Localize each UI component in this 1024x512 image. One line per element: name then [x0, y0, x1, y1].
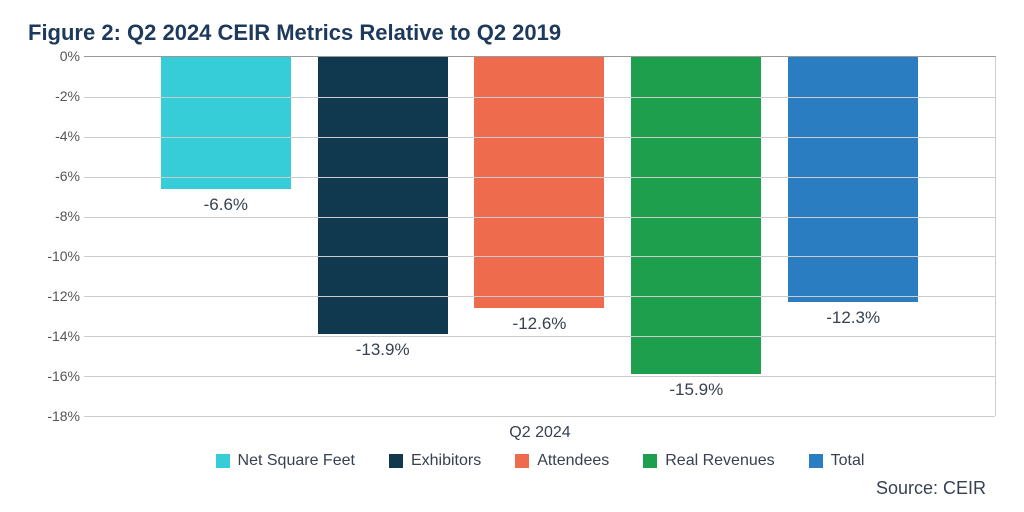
legend-item: Exhibitors — [389, 452, 481, 470]
y-tick-label: -16% — [47, 368, 80, 384]
gridline — [84, 256, 995, 257]
bar-rect — [474, 57, 604, 308]
bars-group: -6.6%-13.9%-12.6%-15.9%-12.3% — [134, 57, 945, 416]
legend-label: Net Square Feet — [238, 452, 355, 470]
legend-label: Exhibitors — [411, 452, 481, 470]
y-axis: 0%-2%-4%-6%-8%-10%-12%-14%-16%-18% — [28, 56, 84, 416]
gridline — [84, 217, 995, 218]
chart-container: Figure 2: Q2 2024 CEIR Metrics Relative … — [0, 0, 1024, 512]
legend-swatch — [643, 454, 657, 468]
bar-total: -12.3% — [788, 57, 918, 416]
gridline — [84, 416, 995, 417]
chart-area: 0%-2%-4%-6%-8%-10%-12%-14%-16%-18% -6.6%… — [28, 56, 996, 416]
bar-rect — [788, 57, 918, 302]
bar-value-label: -12.3% — [723, 308, 983, 328]
y-tick-label: -6% — [55, 168, 80, 184]
y-tick-label: -4% — [55, 128, 80, 144]
y-tick-label: -12% — [47, 288, 80, 304]
bar-attendees: -12.6% — [474, 57, 604, 416]
bar-net-square-feet: -6.6% — [161, 57, 291, 416]
gridline — [84, 376, 995, 377]
gridline — [84, 177, 995, 178]
gridline — [84, 296, 995, 297]
legend-swatch — [515, 454, 529, 468]
bar-rect — [318, 57, 448, 334]
gridline — [84, 137, 995, 138]
bar-real-revenues: -15.9% — [631, 57, 761, 416]
y-tick-label: 0% — [60, 48, 80, 64]
y-tick-label: -2% — [55, 88, 80, 104]
y-tick-label: -8% — [55, 208, 80, 224]
legend-item: Attendees — [515, 452, 609, 470]
gridline — [84, 336, 995, 337]
x-axis-label: Q2 2024 — [28, 424, 996, 442]
legend-swatch — [809, 454, 823, 468]
y-tick-label: -10% — [47, 248, 80, 264]
legend-item: Real Revenues — [643, 452, 774, 470]
chart-title: Figure 2: Q2 2024 CEIR Metrics Relative … — [28, 20, 996, 46]
legend-swatch — [216, 454, 230, 468]
legend-label: Real Revenues — [665, 452, 774, 470]
source-label: Source: CEIR — [28, 478, 996, 499]
legend-swatch — [389, 454, 403, 468]
legend: Net Square Feet Exhibitors Attendees Real R… — [28, 452, 996, 470]
plot-area: -6.6%-13.9%-12.6%-15.9%-12.3% — [84, 56, 996, 416]
legend-label: Attendees — [537, 452, 609, 470]
legend-item: Net Square Feet — [216, 452, 355, 470]
y-tick-label: -14% — [47, 328, 80, 344]
legend-label: Total — [831, 452, 865, 470]
y-tick-label: -18% — [47, 408, 80, 424]
bar-rect — [161, 57, 291, 189]
bar-exhibitors: -13.9% — [318, 57, 448, 416]
gridline — [84, 97, 995, 98]
legend-item: Total — [809, 452, 865, 470]
